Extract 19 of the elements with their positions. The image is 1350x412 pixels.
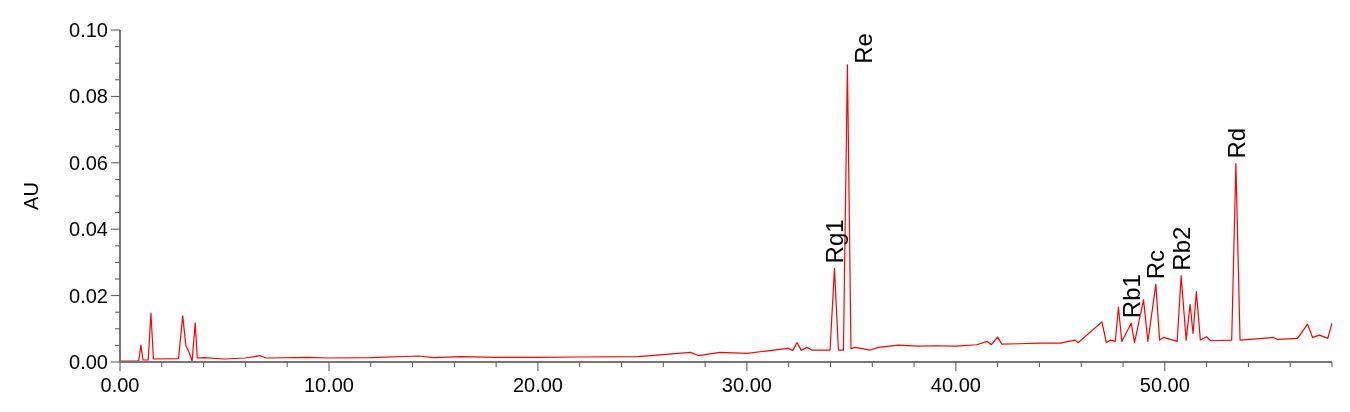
y-tick-label: 0.10 — [69, 19, 108, 41]
x-tick-label: 20.00 — [512, 374, 563, 396]
y-tick-label: 0.04 — [69, 218, 108, 241]
annotation: Rd — [1222, 127, 1250, 159]
y-tick-label: 0.02 — [69, 284, 108, 307]
y-tick-label: 0.08 — [69, 85, 108, 108]
x-tick-label: 30.00 — [721, 374, 772, 396]
annotation: Rc — [1142, 249, 1170, 280]
annotation: Re — [850, 33, 878, 64]
x-tick-label: 50.00 — [1139, 374, 1190, 396]
x-tick-label: 10.00 — [303, 374, 354, 396]
y-tick-label: 0.06 — [69, 151, 108, 174]
x-tick-label: 0.00 — [100, 374, 140, 396]
annotation: Rb1 — [1117, 274, 1145, 319]
annotation: Rb2 — [1167, 226, 1195, 271]
y-tick-label: 0.00 — [69, 351, 108, 373]
y-axis-title: AU — [20, 182, 42, 210]
x-tick-label: 40.00 — [930, 374, 981, 396]
annotation: Rg1 — [821, 219, 849, 264]
